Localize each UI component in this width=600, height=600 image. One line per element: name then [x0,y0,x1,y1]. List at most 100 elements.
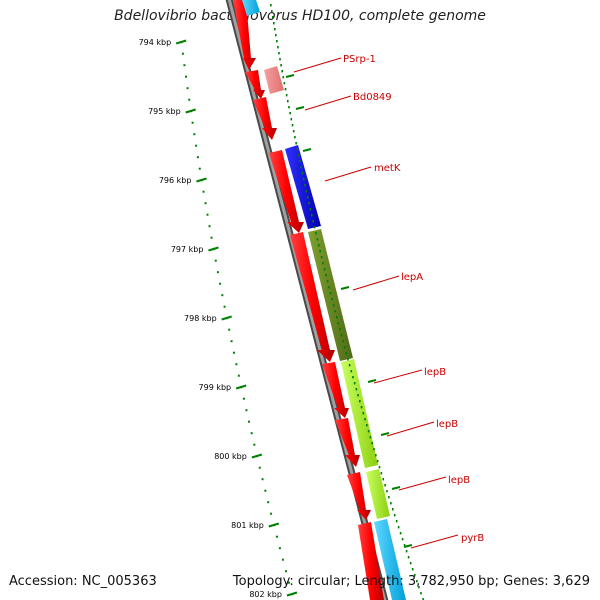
strand-dot [317,244,320,247]
ruler-minor-tick [214,259,217,262]
leader-line [324,166,372,182]
ruler-minor-tick [248,420,251,423]
strand-dot [395,520,398,523]
ruler-minor-tick [206,213,209,216]
strand-dot [319,250,321,253]
ruler-minor-tick [228,328,231,331]
strand-dot [355,388,358,391]
ruler-label: 798 kbp [184,314,217,323]
strand-dot [386,490,388,493]
ruler-minor-tick [195,144,198,147]
ruler-minor-tick [275,535,278,538]
leader-line [373,369,423,384]
strand-dot [367,430,370,433]
strand-dot [366,424,368,427]
genome-summary: Topology: circular; Length: 3,782,950 bp… [232,574,590,589]
strand-dot [388,496,390,499]
ruler-minor-tick [235,363,238,366]
gene-arrow [233,0,256,70]
strand-dot [272,16,274,19]
accession-label: Accession: NC_005363 [9,574,157,589]
pyrB-gene-block-top [242,0,260,16]
strand-dot [390,502,392,505]
ruler-minor-tick [270,512,273,515]
strand-dot [345,352,348,355]
strand-dot [328,286,330,289]
strand-dot [322,262,324,265]
strand-dot [295,142,297,145]
strand-dot [325,274,327,277]
ruler-minor-tick [258,466,261,469]
strand-dot [306,196,309,199]
strand-dot [294,136,296,139]
gene-arrow [322,362,349,418]
strand-dot [332,304,335,307]
strand-dot [411,568,414,571]
ruler-minor-tick [219,282,222,285]
strand-dot [393,514,396,517]
ruler-labels: 794 kbp 795 kbp 796 kbp 797 kbp 798 kbp 799 k… [139,38,282,599]
strand-dot [279,58,281,61]
strand-dot [334,310,336,313]
strand-dot [339,328,341,331]
gene-arrow [290,232,335,362]
strand-dot [403,544,406,547]
strand-dot [362,412,365,415]
strand-feature-tick [295,106,305,110]
ruler-minor-tick [264,489,267,492]
ruler-tick-marks [175,39,298,597]
ruler-minor-tick [237,374,240,377]
strand-dot [278,52,280,55]
ruler-label: 796 kbp [159,176,192,185]
strand-dot [347,358,349,361]
ruler-minor-tick [188,98,191,101]
strand-dot [312,220,314,223]
ruler-label: 800 kbp [214,452,247,461]
ruler-minor-tick [230,340,233,343]
strand-dot [326,280,329,283]
feature-label: Bd0849 [353,92,392,103]
ruler-minor-tick [245,409,248,412]
strand-dot [382,478,385,481]
strand-feature-tick [403,544,413,548]
strand-dot [285,94,288,97]
strand-dot [340,334,343,337]
strand-dot [360,406,363,409]
strand-dot [380,472,383,475]
strand-dot [357,394,359,397]
strand-dot [373,448,375,451]
ruler-major-tick [251,453,263,459]
feature-label: metK [374,163,401,174]
lepA-gene-block [308,229,353,361]
pyrB-gene-block [374,519,406,600]
strand-dot [331,298,333,301]
strand-dot [359,400,361,403]
ruler-major-tick [175,39,187,45]
ruler-label: 799 kbp [199,383,232,392]
strand-dot [348,364,351,367]
strand-dot [364,418,366,421]
ruler-major-tick [286,591,298,597]
leader-line [398,476,447,491]
strand-dot [283,82,286,85]
trna-gene-block [264,66,284,94]
gene-arrow [245,70,265,99]
strand-dot [304,184,306,187]
strand-dot [292,130,295,133]
strand-dot [272,22,275,25]
strand-dot [282,76,285,79]
strand-dot [329,292,332,295]
ruler-minor-tick [253,443,256,446]
strand-dot [315,232,317,235]
ruler-minor-tick [184,75,187,78]
forward-strand-genes [233,0,384,600]
ruler-minor-tick [278,547,281,550]
strand-dot [288,106,290,109]
strand-dot [335,316,338,319]
strand-dot [353,382,356,385]
ruler-label: 794 kbp [139,38,172,47]
lepB-gene-block-1 [341,359,378,468]
strand-dot [391,508,394,511]
strand-dot [301,172,304,175]
